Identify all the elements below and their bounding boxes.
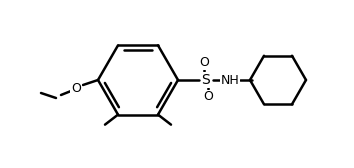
Text: S: S <box>202 73 210 87</box>
Text: O: O <box>203 91 213 103</box>
Text: O: O <box>71 81 81 94</box>
Text: NH: NH <box>221 74 239 87</box>
Text: O: O <box>199 56 209 70</box>
